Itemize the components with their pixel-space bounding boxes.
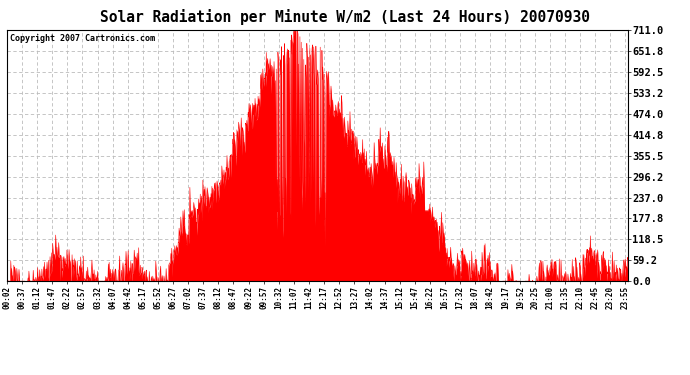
Text: Copyright 2007 Cartronics.com: Copyright 2007 Cartronics.com xyxy=(10,34,155,43)
Text: Solar Radiation per Minute W/m2 (Last 24 Hours) 20070930: Solar Radiation per Minute W/m2 (Last 24… xyxy=(100,9,590,26)
